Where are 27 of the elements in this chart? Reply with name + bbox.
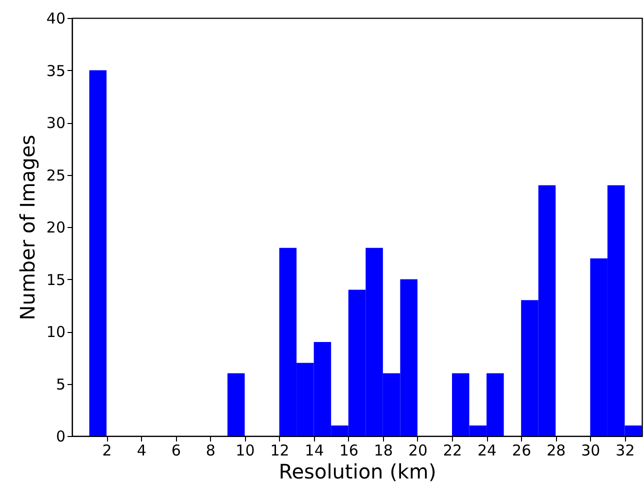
x-tick-label: 32 xyxy=(616,442,635,460)
x-tick-label: 4 xyxy=(136,442,146,460)
y-tick-label: 20 xyxy=(46,218,66,236)
x-tick-label: 14 xyxy=(304,442,324,460)
x-tick-label: 8 xyxy=(206,442,216,460)
x-tick-label: 12 xyxy=(270,442,290,460)
x-tick-label: 30 xyxy=(581,442,600,460)
x-tick-label: 10 xyxy=(236,442,255,460)
x-tick-label: 22 xyxy=(442,442,462,460)
x-tick-label: 18 xyxy=(374,442,393,460)
y-tick-label: 25 xyxy=(46,166,66,184)
x-tick-label: 26 xyxy=(512,442,532,460)
x-tick-label: 2 xyxy=(102,442,112,460)
y-axis-title: Number of Images xyxy=(15,134,40,320)
y-tick-label: 10 xyxy=(46,323,66,341)
y-tick-label: 15 xyxy=(46,270,66,289)
x-tick-label: 6 xyxy=(171,442,181,460)
y-tick-label: 35 xyxy=(46,62,66,80)
x-tick-label: 16 xyxy=(339,442,358,460)
x-tick-label: 28 xyxy=(546,442,566,460)
y-tick-label: 40 xyxy=(46,10,66,28)
y-tick-label: 0 xyxy=(56,428,66,446)
y-tick-label: 30 xyxy=(46,114,66,132)
x-axis-title: Resolution (km) xyxy=(278,460,436,484)
x-tick-label: 20 xyxy=(408,442,428,460)
x-tick-label: 24 xyxy=(478,442,497,460)
y-tick-label: 5 xyxy=(56,375,66,394)
